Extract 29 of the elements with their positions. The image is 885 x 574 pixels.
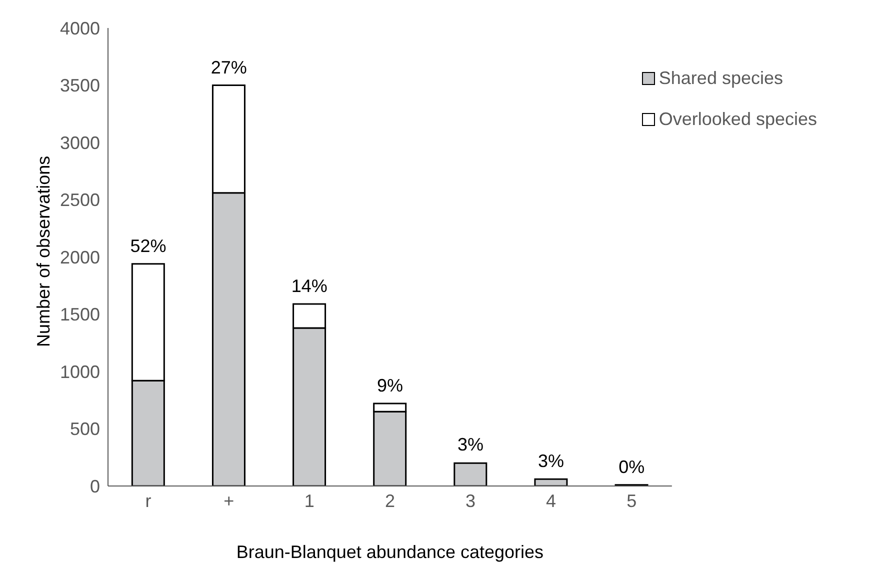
x-tick-label: r xyxy=(145,490,152,511)
x-axis-title: Braun-Blanquet abundance categories xyxy=(236,542,544,562)
y-axis-title: Number of observations xyxy=(33,156,54,347)
annotation: 9% xyxy=(376,376,403,396)
y-tick-label: 4000 xyxy=(60,18,100,38)
x-tick-label: 1 xyxy=(304,490,314,511)
annotation: 0% xyxy=(618,456,645,477)
x-tick-label: + xyxy=(224,490,234,511)
annotation: 3% xyxy=(538,450,564,471)
annotation: 52% xyxy=(130,236,166,256)
annotation: 27% xyxy=(210,57,247,78)
y-tick-label: 1000 xyxy=(60,362,100,382)
y-tick-label: 2000 xyxy=(60,247,100,268)
y-tick-label: 3500 xyxy=(60,76,100,96)
x-tick-label: 3 xyxy=(466,490,476,511)
x-tick-label: 2 xyxy=(384,490,395,511)
y-tick-label: 1500 xyxy=(60,304,100,325)
bar xyxy=(454,462,488,486)
annotation: 3% xyxy=(458,434,484,455)
bar xyxy=(534,478,568,486)
y-tick-label: 500 xyxy=(70,419,100,440)
y-tick-label: 3000 xyxy=(60,132,100,153)
x-tick-label: 4 xyxy=(546,490,556,511)
y-tick-label: 2500 xyxy=(60,190,100,210)
annotation: 14% xyxy=(291,276,328,296)
legend-label: Shared species xyxy=(658,68,783,89)
x-tick-label: 5 xyxy=(626,490,637,511)
legend-label: Overlooked species xyxy=(658,109,817,130)
y-tick-label: 0 xyxy=(90,476,100,496)
